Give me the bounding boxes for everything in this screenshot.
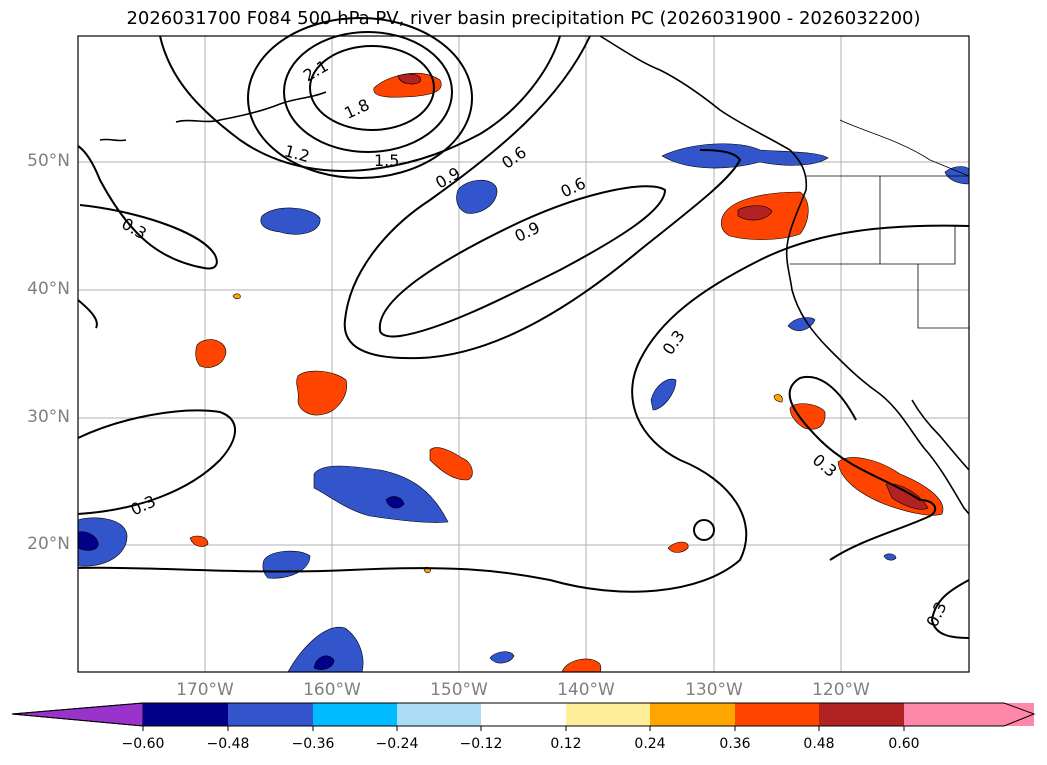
colorbar-extend-low (11, 702, 144, 727)
lon-label-140w: 140°W (557, 680, 615, 700)
lon-label-170w: 170°W (176, 680, 234, 700)
colorbar-segment (904, 703, 1034, 726)
colorbar-tick-label: −0.48 (206, 736, 250, 752)
lon-label-150w: 150°W (430, 680, 488, 700)
map-background (78, 36, 969, 672)
lat-label-40n: 40°N (27, 279, 70, 299)
colorbar-segment (143, 703, 228, 726)
gridlines (78, 36, 969, 672)
colorbar-segment (313, 703, 397, 726)
pv-contours (77, 17, 970, 639)
colorbar-segment (566, 703, 650, 726)
colorbar-segment (819, 703, 904, 726)
colorbar-tick-label: 0.36 (719, 736, 751, 752)
colorbar-extend-high (1004, 703, 1034, 726)
lon-label-120w: 120°W (812, 680, 870, 700)
map-frame (77, 35, 970, 673)
colorbar-segment (650, 703, 735, 726)
colorbar-tick-label: −0.36 (291, 736, 335, 752)
colorbar-segment (481, 703, 566, 726)
political-borders (790, 119, 970, 329)
colorbar-tick-label: −0.60 (121, 736, 165, 752)
colorbar-tick-label: −0.12 (459, 736, 503, 752)
colorbar-tick-label: −0.24 (375, 736, 419, 752)
positive-precip-areas (189, 72, 944, 673)
colorbar-tick-label: 0.12 (550, 736, 582, 752)
colorbar-tick-label: 0.24 (634, 736, 666, 752)
colorbar-tick-label: 0.48 (803, 736, 835, 752)
map-title: 2026031700 F084 500 hPa PV, river basin … (126, 8, 921, 29)
colorbar-segment (735, 703, 819, 726)
contour-label: 1.5 (374, 151, 399, 170)
lon-label-130w: 130°W (685, 680, 743, 700)
colorbar-tick-label: 0.60 (888, 736, 920, 752)
lon-label-160w: 160°W (303, 680, 361, 700)
lat-label-30n: 30°N (27, 407, 70, 427)
colorbar-segment (228, 703, 313, 726)
colorbar (11, 702, 1036, 731)
lat-label-50n: 50°N (27, 151, 70, 171)
colorbar-segment (397, 703, 481, 726)
lat-label-20n: 20°N (27, 534, 70, 554)
